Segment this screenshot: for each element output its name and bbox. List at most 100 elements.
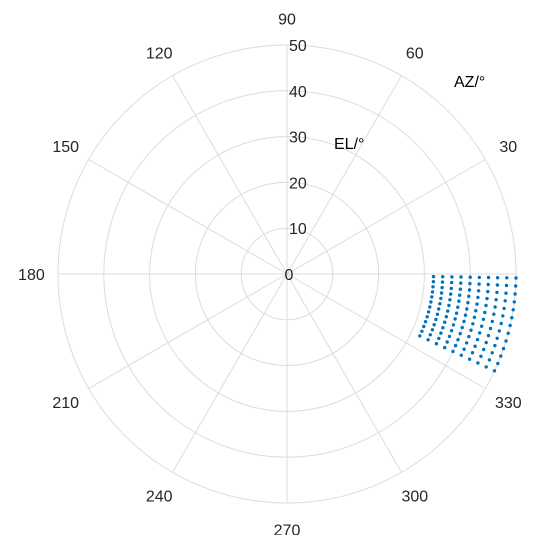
data-point xyxy=(487,358,492,362)
radial-tick-label: 0 xyxy=(285,267,294,284)
angle-gridline xyxy=(172,273,288,473)
angle-tick-label: 150 xyxy=(52,139,79,156)
angle-tick-label: 90 xyxy=(278,11,296,28)
data-point xyxy=(494,298,498,302)
data-point xyxy=(434,342,439,346)
data-point xyxy=(429,300,433,304)
data-point xyxy=(504,291,508,295)
data-point xyxy=(447,303,451,308)
data-point xyxy=(440,280,445,284)
angle-tick-label: 120 xyxy=(146,46,173,63)
data-point xyxy=(490,319,494,324)
data-point xyxy=(475,337,480,342)
angle-gridline xyxy=(88,159,288,275)
data-point xyxy=(459,281,463,285)
data-point xyxy=(466,301,470,305)
data-point xyxy=(438,302,442,306)
data-points xyxy=(418,274,518,373)
data-point xyxy=(449,292,453,296)
angle-gridline xyxy=(172,75,288,275)
data-point xyxy=(440,285,444,290)
data-point xyxy=(453,343,458,348)
data-point xyxy=(503,299,507,303)
data-point xyxy=(463,313,468,317)
radial-tick-label: 40 xyxy=(289,84,307,101)
data-point xyxy=(443,320,447,324)
data-point xyxy=(430,290,435,294)
radial-tick-label: 10 xyxy=(289,221,307,238)
data-point xyxy=(492,369,497,373)
data-point xyxy=(495,336,499,340)
data-point xyxy=(437,336,441,341)
data-point xyxy=(445,340,449,344)
data-point xyxy=(492,312,496,316)
data-point xyxy=(467,294,471,298)
data-point xyxy=(468,281,472,286)
data-point xyxy=(508,323,512,328)
data-point xyxy=(446,309,450,313)
data-point xyxy=(474,309,478,313)
angle-gridline xyxy=(286,159,486,275)
data-point xyxy=(439,291,444,295)
data-point xyxy=(471,322,475,326)
data-point xyxy=(459,353,463,357)
data-point xyxy=(449,286,453,291)
data-point xyxy=(499,354,503,358)
data-point xyxy=(493,343,497,348)
data-point xyxy=(476,295,480,300)
data-point xyxy=(476,361,480,365)
data-point xyxy=(484,365,488,369)
data-point xyxy=(426,310,431,314)
data-point xyxy=(501,314,505,318)
data-point xyxy=(502,306,506,311)
data-point xyxy=(441,275,445,279)
angle-tick-label: 180 xyxy=(18,267,45,284)
data-point xyxy=(486,282,490,287)
data-point xyxy=(506,331,510,335)
data-point xyxy=(430,295,434,299)
data-point xyxy=(512,300,516,304)
angle-tick-label: 270 xyxy=(274,523,301,535)
data-point xyxy=(449,329,454,333)
data-point xyxy=(484,340,488,345)
data-point xyxy=(462,319,466,324)
data-point xyxy=(483,310,487,315)
data-point xyxy=(484,303,488,308)
data-point xyxy=(459,275,463,279)
data-point xyxy=(476,289,481,293)
data-point xyxy=(479,354,483,358)
angle-tick-label: 210 xyxy=(52,395,79,412)
angle-tick-label: 330 xyxy=(495,395,522,412)
data-point xyxy=(468,275,472,279)
data-point xyxy=(431,280,436,284)
data-point xyxy=(482,347,486,352)
data-point xyxy=(457,299,461,303)
data-point xyxy=(510,316,514,320)
data-point xyxy=(467,288,472,292)
data-point xyxy=(422,324,426,329)
data-point xyxy=(467,357,472,361)
angle-tick-label: 60 xyxy=(406,46,424,63)
angle-tick-label: 240 xyxy=(146,488,173,505)
data-point xyxy=(451,323,456,327)
radial-tick-label: 30 xyxy=(289,130,307,147)
radial-axis-label: EL/° xyxy=(334,136,364,153)
angle-gridline xyxy=(286,273,402,473)
data-point xyxy=(486,333,491,338)
data-point xyxy=(447,334,452,339)
data-point xyxy=(486,275,491,280)
data-point xyxy=(472,315,477,319)
data-point xyxy=(454,311,459,315)
data-point xyxy=(458,287,463,291)
data-point xyxy=(444,315,448,319)
data-point xyxy=(514,276,518,280)
data-point xyxy=(465,307,469,311)
data-point xyxy=(467,334,471,339)
data-point xyxy=(458,293,462,297)
radial-tick-label: 50 xyxy=(289,38,307,55)
angle-tick-label: 30 xyxy=(499,139,517,156)
data-point xyxy=(428,333,432,337)
data-point xyxy=(450,280,454,285)
data-point xyxy=(443,345,447,350)
